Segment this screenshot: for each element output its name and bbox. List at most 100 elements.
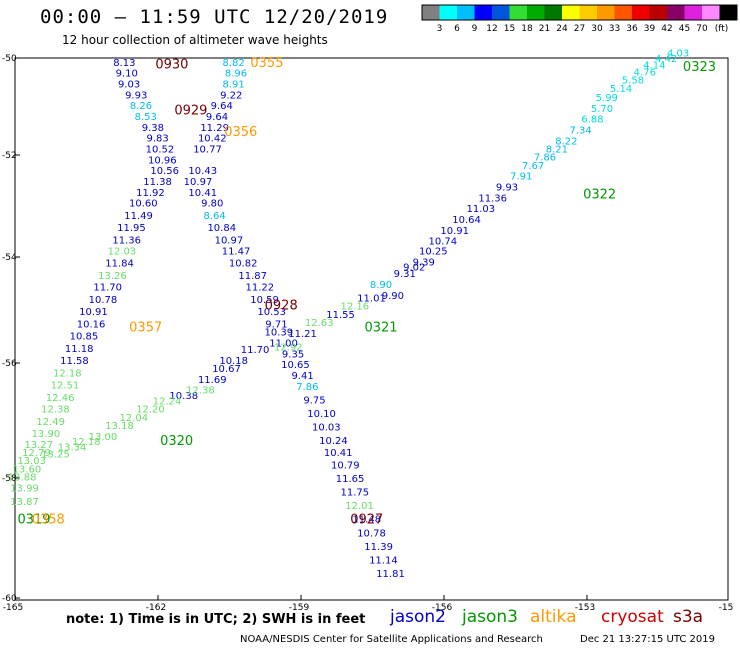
y-tick-label: -54 [2,253,17,263]
wave-height-label: 11.65 [336,474,365,485]
wave-height-label: 10.97 [215,236,244,247]
color-swatch [474,5,492,20]
legend-jason3: jason3 [462,607,518,627]
color-swatch [509,5,527,20]
wave-height-label: 12.03 [108,246,137,257]
color-swatch [597,5,615,20]
pass-time-labels: 0930 0355 0929 0356 0928 0357 0321 0320 0927 0319… [17,56,716,528]
color-scale-label: 36 [626,24,638,34]
wave-height-label: 8.96 [225,69,247,80]
wave-height-label: 10.39 [264,328,293,339]
pass-time-label: 0321 [364,320,397,335]
wave-height-label: 11.70 [93,283,122,294]
wave-height-label: 9.64 [206,112,228,123]
color-swatch [719,5,737,20]
wave-height-label: 10.03 [312,423,341,434]
wave-height-label: 12.01 [345,501,374,512]
y-tick-label: -56 [2,359,17,369]
wave-height-label: 10.56 [150,166,179,177]
wave-height-label: 13.03 [17,456,46,467]
wave-height-label: 11.00 [269,339,298,350]
wave-height-label: 9.31 [394,269,416,280]
wave-height-label: 13.18 [105,421,134,432]
wave-height-label: 11.55 [326,310,355,321]
x-tick-label: -159 [289,603,310,613]
color-swatch [492,5,510,20]
wave-height-label: 12.49 [36,417,65,428]
wave-height-label: 10.79 [331,461,360,472]
wave-height-label: 10.91 [79,307,108,318]
wave-height-label: 12.63 [305,318,334,329]
wave-height-label: 10.41 [324,448,353,459]
wave-height-label: 11.21 [288,329,317,340]
wave-height-label: 5.99 [596,93,618,104]
wave-height-label: 10.91 [440,226,469,237]
wave-height-label: 10.59 [250,295,279,306]
wave-height-values: 8.139.109.039.938.268.539.389.8310.5210.… [8,49,689,580]
wave-height-label: 11.70 [241,345,270,356]
color-swatch [562,5,580,20]
wave-height-label: 7.34 [570,126,592,137]
wave-height-label: 4.42 [655,54,677,65]
wave-height-label: 10.67 [212,364,241,375]
wave-height-label: 8.26 [130,101,152,112]
wave-height-label: 8.22 [555,136,577,147]
color-swatch [579,5,597,20]
color-swatch [457,5,475,20]
wave-height-label: 10.84 [207,223,236,234]
chart-subtitle: 12 hour collection of altimeter wave hei… [62,33,328,47]
wave-height-label: 12.18 [53,368,82,379]
legend-cryosat: cryosat [601,607,664,627]
wave-height-label: 10.25 [419,246,448,257]
color-scale-label: 45 [679,24,690,34]
x-tick-label: -15 [719,603,734,613]
color-scale-label: 9 [472,24,478,34]
wave-height-label: 13.99 [10,483,39,494]
wave-height-label: 12.79 [22,448,51,459]
wave-height-label: 7.86 [534,153,556,164]
color-swatch [439,5,457,20]
color-scale-label: 6 [454,24,460,34]
wave-height-label: 10.24 [319,436,348,447]
wave-height-label: 10.78 [357,528,386,539]
wave-height-label: 10.18 [219,356,248,367]
wave-height-label: 9.90 [382,291,404,302]
color-scale-frame [421,4,738,21]
wave-height-label: 13.34 [58,443,87,454]
plot-frame [14,57,729,601]
wave-height-label: 4.03 [667,49,689,60]
wave-height-label: 11.14 [369,555,398,566]
wave-height-label: 4.76 [634,68,656,79]
pass-time-label: 0356 [224,125,257,140]
color-scale-label: 3 [437,24,443,34]
wave-height-label: 4.14 [643,61,665,72]
y-tick-label: -50 [2,54,17,64]
color-swatch [544,5,562,20]
wave-height-label: 10.64 [452,215,481,226]
wave-height-label: 10.60 [129,199,158,210]
pass-time-label: 0322 [583,188,616,203]
wave-height-label: 13.00 [89,432,118,443]
color-scale-label: (ft) [715,24,729,34]
color-scale-label: 39 [644,24,656,34]
color-scale-label: 12 [486,24,497,34]
wave-height-label: 8.82 [223,58,245,69]
wave-height-label: 11.75 [341,488,370,499]
wave-height-label: 11.18 [65,344,94,355]
color-scale-label: 70 [696,24,708,34]
wave-height-label: 9.93 [496,182,518,193]
axis-ticks: -165 -162 -159 -156 -153 -15 -50 -52 -54 -56 -58 -6… [2,54,733,613]
wave-height-label: 13.60 [13,464,42,475]
x-tick-label: -153 [575,603,595,613]
color-swatch [527,5,545,20]
wave-height-label: 11.29 [200,123,229,134]
wave-height-label: 9.38 [142,123,164,134]
color-scale-label: 27 [574,24,585,34]
wave-height-label: 12.16 [341,302,370,313]
wave-height-label: 12.20 [136,405,165,416]
wave-height-label: 11.22 [245,283,274,294]
wave-height-label: 12.24 [153,397,182,408]
color-scale-label: 42 [661,24,672,34]
units-note: note: 1) Time is in UTC; 2) SWH is in fe… [66,612,366,627]
wave-height-label: 9.80 [201,199,223,210]
